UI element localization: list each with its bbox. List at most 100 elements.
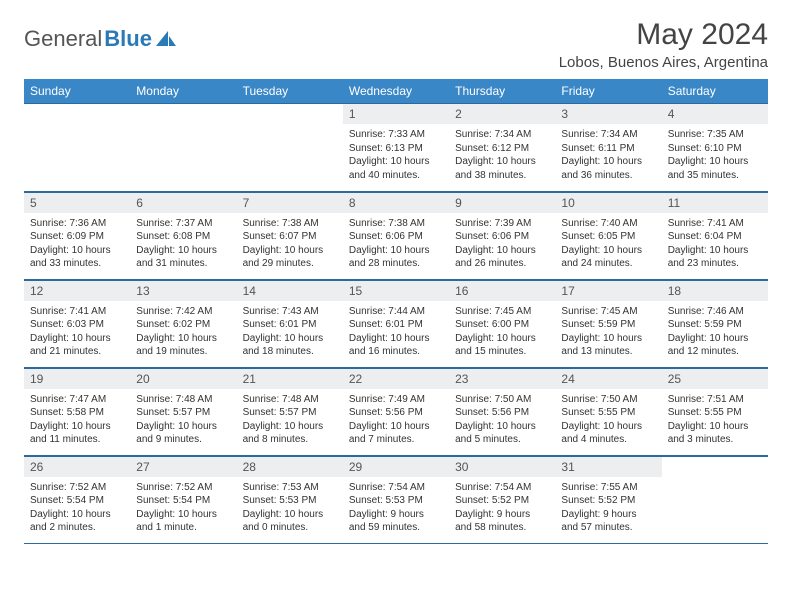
calendar-cell: 22Sunrise: 7:49 AMSunset: 5:56 PMDayligh…	[343, 367, 449, 455]
day-details: Sunrise: 7:41 AMSunset: 6:04 PMDaylight:…	[662, 213, 768, 273]
sunrise-line: Sunrise: 7:33 AM	[349, 128, 443, 142]
sunset-line: Sunset: 6:01 PM	[243, 318, 337, 332]
sunset-line: Sunset: 6:01 PM	[349, 318, 443, 332]
daylight-line: Daylight: 10 hours and 29 minutes.	[243, 244, 337, 271]
day-details: Sunrise: 7:33 AMSunset: 6:13 PMDaylight:…	[343, 124, 449, 184]
daylight-line: Daylight: 10 hours and 8 minutes.	[243, 420, 337, 447]
weekday-header: Friday	[555, 79, 661, 103]
sunset-line: Sunset: 5:57 PM	[136, 406, 230, 420]
sunrise-line: Sunrise: 7:34 AM	[455, 128, 549, 142]
calendar-row: 1Sunrise: 7:33 AMSunset: 6:13 PMDaylight…	[24, 103, 768, 191]
day-details: Sunrise: 7:50 AMSunset: 5:55 PMDaylight:…	[555, 389, 661, 449]
day-number: 30	[449, 456, 555, 477]
calendar-row: 26Sunrise: 7:52 AMSunset: 5:54 PMDayligh…	[24, 455, 768, 543]
sunrise-line: Sunrise: 7:45 AM	[561, 305, 655, 319]
sunrise-line: Sunrise: 7:39 AM	[455, 217, 549, 231]
day-number: 7	[237, 192, 343, 213]
day-details: Sunrise: 7:36 AMSunset: 6:09 PMDaylight:…	[24, 213, 130, 273]
daylight-line: Daylight: 10 hours and 38 minutes.	[455, 155, 549, 182]
day-number: 23	[449, 368, 555, 389]
daylight-line: Daylight: 9 hours and 57 minutes.	[561, 508, 655, 535]
calendar-cell: 29Sunrise: 7:54 AMSunset: 5:53 PMDayligh…	[343, 455, 449, 543]
day-details: Sunrise: 7:55 AMSunset: 5:52 PMDaylight:…	[555, 477, 661, 537]
header: GeneralBlue May 2024 Lobos, Buenos Aires…	[24, 18, 768, 71]
sunset-line: Sunset: 5:52 PM	[455, 494, 549, 508]
sunrise-line: Sunrise: 7:38 AM	[243, 217, 337, 231]
location: Lobos, Buenos Aires, Argentina	[559, 54, 768, 71]
day-number: 18	[662, 280, 768, 301]
day-number: 12	[24, 280, 130, 301]
sunset-line: Sunset: 6:10 PM	[668, 142, 762, 156]
sunrise-line: Sunrise: 7:35 AM	[668, 128, 762, 142]
day-details: Sunrise: 7:54 AMSunset: 5:52 PMDaylight:…	[449, 477, 555, 537]
day-details: Sunrise: 7:34 AMSunset: 6:11 PMDaylight:…	[555, 124, 661, 184]
sunset-line: Sunset: 6:04 PM	[668, 230, 762, 244]
sunrise-line: Sunrise: 7:54 AM	[349, 481, 443, 495]
sunrise-line: Sunrise: 7:37 AM	[136, 217, 230, 231]
day-details: Sunrise: 7:41 AMSunset: 6:03 PMDaylight:…	[24, 301, 130, 361]
day-number: 19	[24, 368, 130, 389]
sunset-line: Sunset: 6:09 PM	[30, 230, 124, 244]
sunrise-line: Sunrise: 7:53 AM	[243, 481, 337, 495]
day-number: 5	[24, 192, 130, 213]
empty-day	[130, 103, 236, 124]
calendar-cell: 20Sunrise: 7:48 AMSunset: 5:57 PMDayligh…	[130, 367, 236, 455]
empty-day	[24, 103, 130, 124]
day-details: Sunrise: 7:45 AMSunset: 5:59 PMDaylight:…	[555, 301, 661, 361]
title-block: May 2024 Lobos, Buenos Aires, Argentina	[559, 18, 768, 71]
daylight-line: Daylight: 10 hours and 24 minutes.	[561, 244, 655, 271]
day-details: Sunrise: 7:52 AMSunset: 5:54 PMDaylight:…	[24, 477, 130, 537]
day-details: Sunrise: 7:43 AMSunset: 6:01 PMDaylight:…	[237, 301, 343, 361]
day-details: Sunrise: 7:52 AMSunset: 5:54 PMDaylight:…	[130, 477, 236, 537]
sunrise-line: Sunrise: 7:50 AM	[455, 393, 549, 407]
sunset-line: Sunset: 6:08 PM	[136, 230, 230, 244]
day-number: 3	[555, 103, 661, 124]
daylight-line: Daylight: 10 hours and 19 minutes.	[136, 332, 230, 359]
sunset-line: Sunset: 6:06 PM	[455, 230, 549, 244]
day-details: Sunrise: 7:54 AMSunset: 5:53 PMDaylight:…	[343, 477, 449, 537]
calendar-cell: 31Sunrise: 7:55 AMSunset: 5:52 PMDayligh…	[555, 455, 661, 543]
day-details: Sunrise: 7:46 AMSunset: 5:59 PMDaylight:…	[662, 301, 768, 361]
sunrise-line: Sunrise: 7:46 AM	[668, 305, 762, 319]
day-details: Sunrise: 7:48 AMSunset: 5:57 PMDaylight:…	[130, 389, 236, 449]
sunrise-line: Sunrise: 7:45 AM	[455, 305, 549, 319]
day-details: Sunrise: 7:44 AMSunset: 6:01 PMDaylight:…	[343, 301, 449, 361]
calendar-cell: 11Sunrise: 7:41 AMSunset: 6:04 PMDayligh…	[662, 191, 768, 279]
daylight-line: Daylight: 10 hours and 11 minutes.	[30, 420, 124, 447]
day-details: Sunrise: 7:51 AMSunset: 5:55 PMDaylight:…	[662, 389, 768, 449]
daylight-line: Daylight: 10 hours and 3 minutes.	[668, 420, 762, 447]
day-details: Sunrise: 7:37 AMSunset: 6:08 PMDaylight:…	[130, 213, 236, 273]
daylight-line: Daylight: 9 hours and 58 minutes.	[455, 508, 549, 535]
daylight-line: Daylight: 10 hours and 13 minutes.	[561, 332, 655, 359]
sunset-line: Sunset: 6:06 PM	[349, 230, 443, 244]
sunset-line: Sunset: 6:05 PM	[561, 230, 655, 244]
sunset-line: Sunset: 6:03 PM	[30, 318, 124, 332]
weekday-header: Wednesday	[343, 79, 449, 103]
sunset-line: Sunset: 6:07 PM	[243, 230, 337, 244]
calendar-cell: 17Sunrise: 7:45 AMSunset: 5:59 PMDayligh…	[555, 279, 661, 367]
sunrise-line: Sunrise: 7:49 AM	[349, 393, 443, 407]
day-details: Sunrise: 7:47 AMSunset: 5:58 PMDaylight:…	[24, 389, 130, 449]
day-number: 27	[130, 456, 236, 477]
sunrise-line: Sunrise: 7:48 AM	[243, 393, 337, 407]
daylight-line: Daylight: 10 hours and 21 minutes.	[30, 332, 124, 359]
calendar-cell	[130, 103, 236, 191]
day-details: Sunrise: 7:48 AMSunset: 5:57 PMDaylight:…	[237, 389, 343, 449]
sunset-line: Sunset: 5:53 PM	[243, 494, 337, 508]
daylight-line: Daylight: 10 hours and 15 minutes.	[455, 332, 549, 359]
daylight-line: Daylight: 10 hours and 31 minutes.	[136, 244, 230, 271]
daylight-line: Daylight: 10 hours and 9 minutes.	[136, 420, 230, 447]
sunrise-line: Sunrise: 7:52 AM	[136, 481, 230, 495]
empty-day	[662, 456, 768, 477]
sunset-line: Sunset: 6:00 PM	[455, 318, 549, 332]
sunset-line: Sunset: 5:54 PM	[30, 494, 124, 508]
calendar-table: SundayMondayTuesdayWednesdayThursdayFrid…	[24, 79, 768, 544]
brand-part1: General	[24, 26, 102, 52]
calendar-cell: 28Sunrise: 7:53 AMSunset: 5:53 PMDayligh…	[237, 455, 343, 543]
calendar-cell: 3Sunrise: 7:34 AMSunset: 6:11 PMDaylight…	[555, 103, 661, 191]
day-details: Sunrise: 7:53 AMSunset: 5:53 PMDaylight:…	[237, 477, 343, 537]
calendar-cell	[662, 455, 768, 543]
calendar-cell: 27Sunrise: 7:52 AMSunset: 5:54 PMDayligh…	[130, 455, 236, 543]
calendar-cell: 15Sunrise: 7:44 AMSunset: 6:01 PMDayligh…	[343, 279, 449, 367]
daylight-line: Daylight: 10 hours and 18 minutes.	[243, 332, 337, 359]
